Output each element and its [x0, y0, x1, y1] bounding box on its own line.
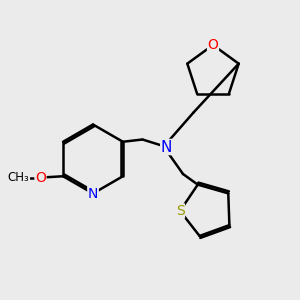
Text: S: S [176, 204, 184, 218]
Text: O: O [208, 38, 218, 52]
Text: O: O [35, 171, 46, 184]
Text: N: N [88, 187, 98, 200]
Text: N: N [161, 140, 172, 154]
Text: CH₃: CH₃ [8, 171, 29, 184]
